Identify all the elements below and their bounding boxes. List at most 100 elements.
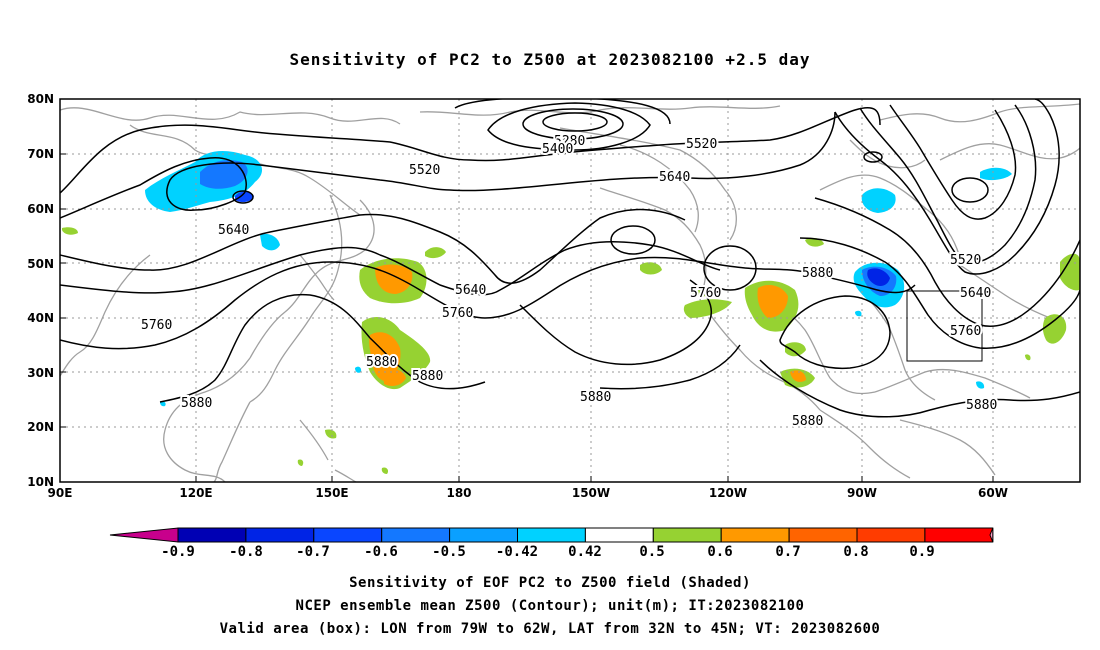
colorbar-swatch [856, 527, 926, 543]
colorbar-label: -0.9 [161, 544, 195, 560]
colorbar-swatch [245, 527, 315, 543]
colorbar-label: -0.7 [296, 544, 330, 560]
shade-dateline-orange2 [383, 368, 406, 386]
colorbar-swatch [652, 527, 722, 543]
map-title: Sensitivity of PC2 to Z500 at 2023082100… [289, 50, 811, 69]
shade-kamchatka-blue [260, 234, 280, 251]
axis-ticks [60, 153, 994, 482]
contour-label: 5280 [554, 134, 585, 149]
shade-greatlakes-small [855, 310, 862, 317]
shade-bc-green [683, 299, 732, 318]
contour-label: 5880 [366, 355, 397, 370]
contour-label: 5880 [580, 390, 611, 405]
contour-label: 5880 [966, 398, 997, 413]
lon-label-90e: 90E [47, 486, 73, 500]
contour-label: 5760 [141, 318, 172, 333]
lat-label-60n: 60N [27, 202, 54, 216]
lon-label-150w: 150W [571, 486, 611, 500]
lat-label-30n: 30N [27, 366, 54, 380]
shade-pacific-green2 [425, 247, 446, 259]
colorbar-label: 0.9 [909, 544, 935, 560]
lat-label-40n: 40N [27, 311, 54, 325]
lon-label-90w: 90W [847, 486, 877, 500]
contour-label: 5880 [412, 369, 443, 384]
shade-plains-green [785, 342, 806, 357]
contour-label: 5640 [659, 170, 690, 185]
contour-label: 5880 [792, 414, 823, 429]
z500-contours [60, 99, 1080, 418]
contour-label: 5640 [455, 283, 486, 298]
contour-label: 5520 [409, 163, 440, 178]
colorbar-label: 0.8 [843, 544, 869, 560]
shade-small-green [325, 429, 337, 439]
colorbar [109, 527, 994, 543]
contour-label: 5760 [690, 286, 721, 301]
colorbar-swatch [449, 527, 519, 543]
colorbar-swatch [177, 527, 247, 543]
contour-label: 5760 [950, 324, 981, 339]
shade-mexico-orange [790, 370, 806, 382]
lat-label-10n: 10N [27, 475, 54, 489]
colorbar-label: 0.42 [568, 544, 602, 560]
caption-contour: NCEP ensemble mean Z500 (Contour); unit(… [295, 598, 805, 614]
lat-label-50n: 50N [27, 257, 54, 271]
colorbar-label: 0.5 [639, 544, 665, 560]
colorbar-swatch [788, 527, 858, 543]
shade-atlantic-green [1042, 314, 1067, 344]
shade-small-blue2 [160, 401, 166, 407]
colorbar-label: -0.42 [495, 544, 539, 560]
contour-label: 5640 [218, 223, 249, 238]
colorbar-label: -0.6 [364, 544, 398, 560]
map-frame [59, 98, 1081, 483]
lat-label-20n: 20N [27, 420, 54, 434]
shade-siberia-dark [235, 191, 254, 203]
shade-hudson-blue [861, 188, 896, 213]
colorbar-label: 0.7 [775, 544, 801, 560]
coastlines [60, 103, 1080, 482]
contour-label: 5640 [960, 286, 991, 301]
contour-label: 5760 [442, 306, 473, 321]
shade-greatlakes-dark [867, 268, 890, 286]
contour-label: 5520 [950, 253, 981, 268]
colorbar-swatch [313, 527, 383, 543]
shade-atlantic-blue [976, 381, 985, 389]
contour-label: 5880 [802, 266, 833, 281]
lon-label-150e: 150E [315, 486, 349, 500]
shade-small-green3 [381, 467, 389, 474]
lon-label-120e: 120E [179, 486, 213, 500]
colorbar-label: 0.6 [707, 544, 733, 560]
shade-atlantic-green3 [1025, 354, 1031, 361]
caption-valid-area: Valid area (box): LON from 79W to 62W, L… [219, 621, 881, 637]
contour-label: 5520 [686, 137, 717, 152]
colorbar-arrow-low [109, 527, 179, 543]
colorbar-swatch [924, 527, 994, 543]
colorbar-swatch [381, 527, 451, 543]
valid-area-box [906, 290, 983, 362]
colorbar-label: -0.8 [229, 544, 263, 560]
colorbar-arrow-high [989, 527, 994, 543]
shade-alaska-green [640, 262, 662, 275]
contour-labels: 5280 5400 5520 5520 5520 5640 5640 5640 … [139, 132, 999, 431]
lon-label-60w: 60W [978, 486, 1008, 500]
lat-label-80n: 80N [27, 92, 54, 106]
shade-west-green [62, 227, 78, 235]
lon-label-180: 180 [446, 486, 472, 500]
graticule [60, 99, 1080, 482]
shade-siberia-mid [200, 160, 248, 189]
colorbar-swatch [720, 527, 790, 543]
caption-shading: Sensitivity of EOF PC2 to Z500 field (Sh… [349, 575, 751, 591]
shade-small-blue [355, 366, 362, 373]
contour-label: 5400 [542, 142, 573, 157]
lon-label-120w: 120W [708, 486, 748, 500]
shade-bc-green2 [690, 286, 707, 297]
shade-northern-green [805, 237, 824, 247]
shade-small-green2 [297, 459, 304, 466]
colorbar-label: -0.5 [432, 544, 466, 560]
colorbar-swatch [517, 527, 586, 543]
lat-label-70n: 70N [27, 147, 54, 161]
colorbar-swatch [584, 527, 654, 543]
sensitivity-shading [62, 150, 1080, 474]
contour-label: 5880 [181, 396, 212, 411]
shade-greenland-blue [980, 167, 1012, 181]
